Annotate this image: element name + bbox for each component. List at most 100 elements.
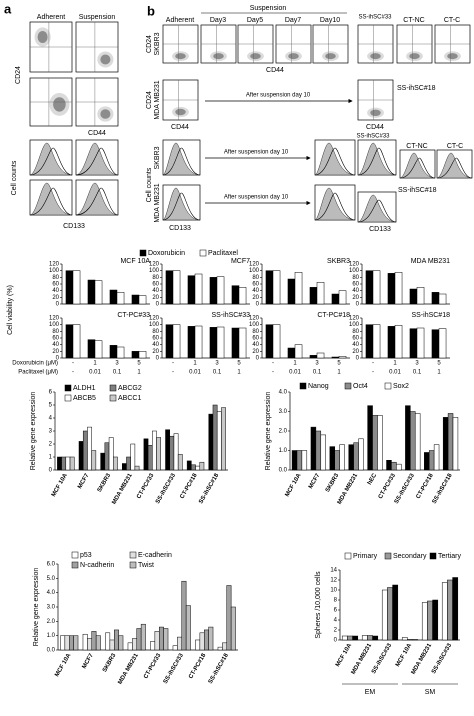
row-label: MDA MB231 — [154, 183, 161, 222]
bar — [72, 324, 81, 359]
y-tick-label: 20 — [152, 295, 159, 301]
y-axis-title: Relative gene expression — [265, 392, 272, 471]
histogram — [29, 142, 73, 176]
y-tick-label: 60 — [52, 282, 59, 288]
y-tick-label: 120 — [149, 316, 160, 322]
panel-label: b — [147, 3, 155, 18]
histogram — [162, 147, 201, 176]
bar — [199, 461, 205, 471]
dose-label: 0.1 — [113, 370, 122, 376]
bar — [138, 351, 147, 359]
bar — [367, 635, 373, 641]
axis-label: CD133 — [369, 226, 391, 233]
y-tick-label: 100 — [349, 322, 360, 328]
y-tick-label: 60 — [352, 336, 359, 342]
dose-row-label: Doxorubicin (μM) — [12, 361, 58, 367]
legend-label: E-cadherin — [138, 552, 172, 559]
y-tick-label: 4 — [49, 416, 53, 422]
legend-swatch — [384, 552, 392, 560]
y-tick-label: 0 — [56, 302, 60, 308]
bar — [177, 454, 183, 471]
bar — [78, 441, 84, 471]
bar — [172, 645, 178, 651]
dose-label: 1 — [137, 370, 141, 376]
y-tick-label: 3.0 — [47, 605, 56, 611]
bar — [365, 324, 374, 359]
histogram — [75, 147, 119, 176]
y-tick-label: 5 — [49, 403, 53, 409]
axis-label: CD133 — [169, 225, 191, 232]
legend-label: Secondary — [393, 553, 427, 560]
bar — [109, 289, 118, 305]
bar — [272, 270, 281, 305]
bar — [427, 600, 433, 641]
y-tick-label: 60 — [152, 336, 159, 342]
bar — [57, 456, 62, 471]
bar — [365, 270, 374, 305]
bar — [109, 345, 118, 359]
axis-label: CD44 — [88, 130, 106, 137]
histogram — [75, 187, 119, 216]
dose-label: 1 — [237, 370, 241, 376]
dose-label: 3 — [215, 361, 219, 367]
bar — [315, 430, 322, 471]
group-header: Suspension — [250, 5, 287, 12]
column-header: Day7 — [285, 17, 301, 24]
column-header: Day5 — [247, 17, 263, 24]
dose-label: - — [72, 361, 74, 367]
bar — [409, 328, 418, 359]
dose-label: 0.01 — [189, 370, 201, 376]
x-tick-label: MCF 10A — [285, 472, 303, 498]
legend-label: ABCC1 — [118, 395, 141, 402]
x-tick-label: SKBR3 — [102, 652, 118, 673]
y-tick-label: 2.0 — [47, 619, 56, 625]
panel-title: MCF7 — [231, 258, 250, 265]
y-tick-label: 2 — [49, 442, 53, 448]
histogram — [399, 157, 436, 179]
legend-label: Sox2 — [393, 383, 409, 390]
column-header: Day10 — [320, 17, 340, 24]
cell-cloud — [247, 51, 264, 62]
histogram — [314, 192, 356, 221]
bar — [114, 629, 119, 651]
dose-label: - — [172, 361, 174, 367]
bar — [433, 444, 440, 471]
dose-label: 0.01 — [289, 370, 301, 376]
dose-label: 0.1 — [313, 370, 322, 376]
bar — [394, 325, 403, 359]
y-tick-label: 80 — [252, 329, 259, 335]
bar — [338, 290, 347, 305]
bar — [212, 404, 218, 471]
column-header: CT-C — [444, 17, 460, 24]
bar — [87, 426, 92, 471]
bar — [405, 405, 411, 471]
y-tick-label: 2 — [334, 628, 338, 634]
column-header: Adherent — [166, 17, 194, 24]
bar — [108, 437, 114, 471]
bar — [95, 635, 101, 651]
bar — [309, 287, 318, 305]
y-tick-label: 80 — [352, 329, 359, 335]
legend-swatch — [71, 551, 79, 559]
histogram — [75, 182, 119, 216]
bar — [91, 450, 97, 471]
axis-label: CD44 — [171, 124, 189, 131]
x-tick-label: SS-ihSC#33 — [371, 642, 393, 675]
dose-label: - — [372, 361, 374, 367]
bar — [104, 442, 110, 471]
row-label: SKBR3 — [154, 32, 161, 55]
y-tick-label: 40 — [352, 342, 359, 348]
panel-title: CT-PC#33 — [117, 312, 150, 319]
legend-swatch — [129, 561, 137, 569]
dose-label: 3 — [315, 361, 319, 367]
cell-cloud — [97, 51, 114, 68]
y-tick-label: 0 — [356, 356, 360, 362]
bar — [387, 273, 396, 305]
bar — [187, 326, 196, 359]
y-tick-label: 20 — [252, 295, 259, 301]
legend-label: N-cadherin — [80, 562, 114, 569]
legend-label: ABCG2 — [118, 385, 142, 392]
y-tick-label: 100 — [49, 322, 60, 328]
bar — [131, 351, 140, 359]
